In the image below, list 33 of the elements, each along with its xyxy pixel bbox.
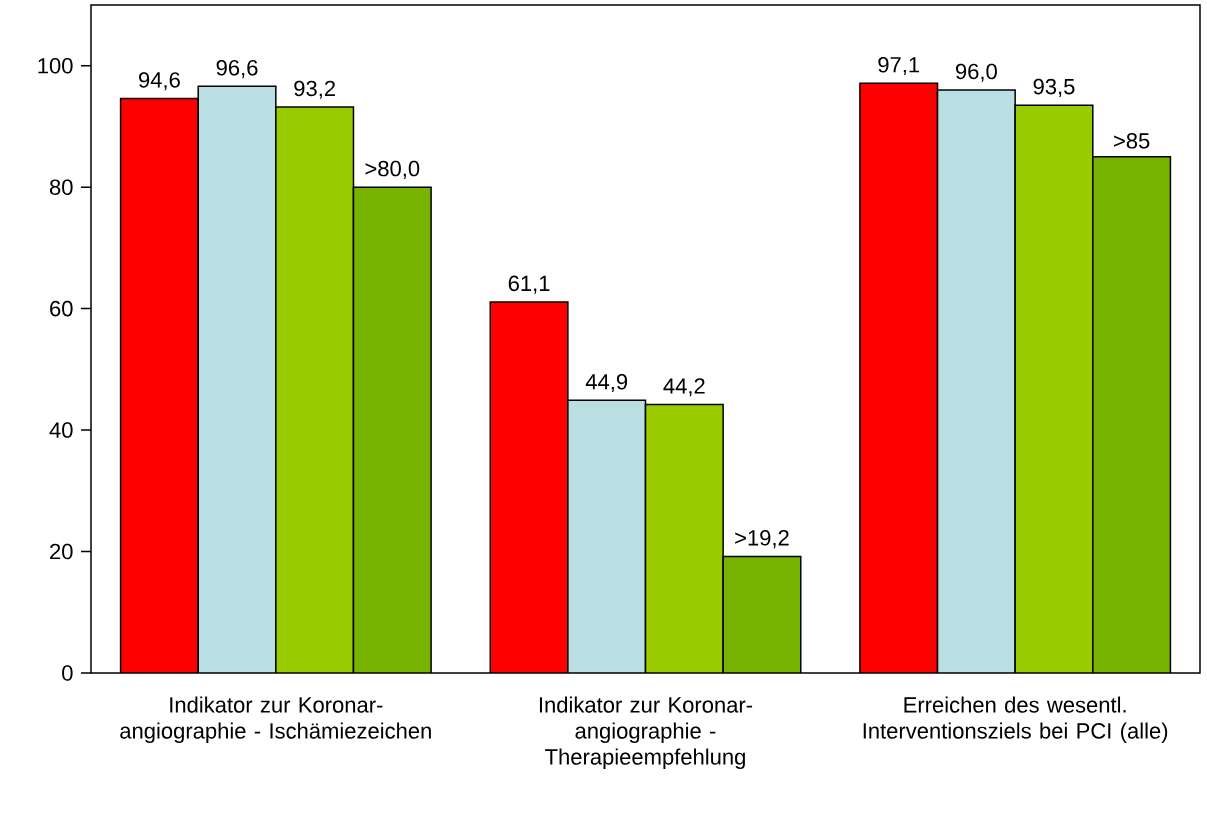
bar	[353, 187, 432, 673]
y-tick-label: 60	[50, 300, 73, 317]
bar	[198, 86, 276, 673]
data-label: 97,1	[878, 56, 920, 76]
data-label: 94,6	[139, 72, 180, 91]
data-label: 96,6	[216, 59, 258, 79]
bar	[722, 555, 802, 673]
bar	[644, 403, 724, 673]
x-tick-label: Indikator zur Koronar-angiographie - Therapieempfehlung	[539, 696, 753, 770]
data-label: 96,0	[955, 63, 997, 82]
y-tick-label: 80	[49, 179, 73, 195]
data-label: 61,1	[508, 275, 550, 294]
x-tick-label: Erreichen des wesentl. Interventionsziels bei PCI (alle)	[863, 696, 1168, 744]
data-label: 44,2	[663, 378, 705, 397]
y-tick-label: 20	[50, 543, 73, 560]
bar	[567, 399, 647, 673]
bar	[275, 107, 354, 673]
y-tick-label: 100	[38, 57, 73, 74]
y-tick-label: 0	[62, 665, 73, 681]
data-label: 93,2	[294, 80, 335, 99]
y-tick-label: 40	[49, 422, 73, 438]
data-label: 93,5	[1033, 78, 1075, 97]
bar	[1092, 156, 1172, 673]
data-label: >80,0	[365, 160, 420, 179]
data-label: >19,2	[735, 530, 789, 549]
x-tick-label: Indikator zur Koronar-angiographie - Ischämiezeichen	[120, 696, 431, 744]
data-label: >85	[1114, 133, 1150, 149]
data-label: 44,9	[585, 373, 628, 393]
bar	[1014, 104, 1094, 673]
bar	[936, 89, 1016, 673]
bar	[120, 98, 199, 673]
bar	[859, 82, 939, 673]
bar	[489, 301, 569, 673]
